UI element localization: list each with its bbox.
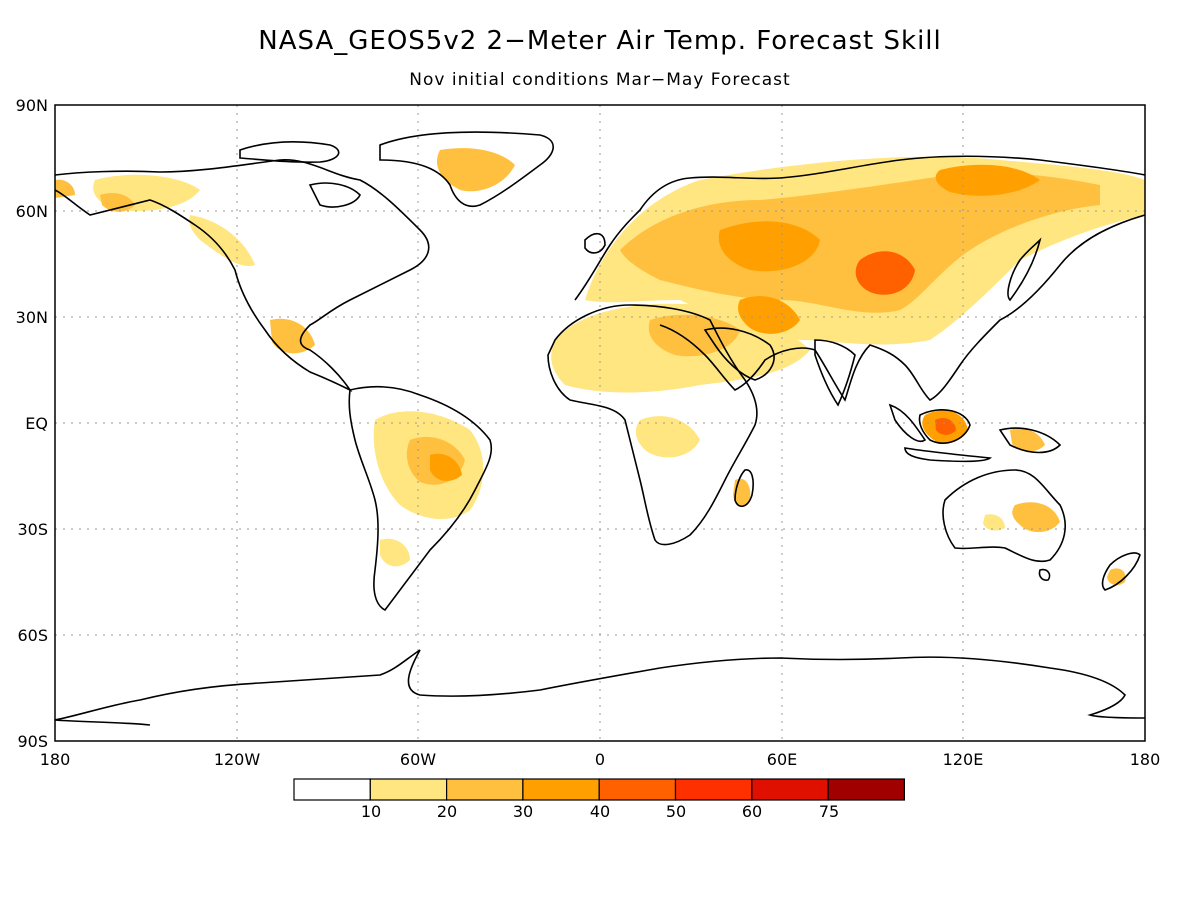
lon-label-120w: 120W <box>213 750 261 769</box>
lat-label-90s: 90S <box>17 732 48 751</box>
lon-label-180e: 180 <box>1129 750 1161 769</box>
colorbar-tick-50: 50 <box>665 802 687 821</box>
lat-label-60n: 60N <box>15 202 48 221</box>
colorbar-box-1 <box>369 778 448 801</box>
colorbar-box-2 <box>446 778 524 801</box>
map-title: NASA_GEOS5v2 2−Meter Air Temp. Forecast … <box>258 26 942 56</box>
map-frame <box>54 104 1146 742</box>
lon-label-120e: 120E <box>942 750 984 769</box>
colorbar-box-6 <box>751 778 829 801</box>
lon-label-180w: 180 <box>39 750 71 769</box>
colorbar-tick-60: 60 <box>741 802 763 821</box>
skill-shading <box>55 148 1145 586</box>
colorbar-tick-40: 40 <box>589 802 611 821</box>
colorbar-tick-30: 30 <box>512 802 534 821</box>
lon-label-60w: 60W <box>399 750 437 769</box>
colorbar-box-3 <box>522 778 600 801</box>
lat-label-60s: 60S <box>17 626 48 645</box>
colorbar-box-4 <box>598 778 677 801</box>
lat-label-30n: 30N <box>15 308 48 327</box>
lon-label-0: 0 <box>594 750 606 769</box>
lat-label-90n: 90N <box>15 96 48 115</box>
colorbar-tick-10: 10 <box>360 802 382 821</box>
coastlines <box>55 131 1145 726</box>
colorbar-tick-75: 75 <box>818 802 840 821</box>
map-subtitle: Nov initial conditions Mar−May Forecast <box>409 70 791 90</box>
lon-label-60e: 60E <box>766 750 798 769</box>
colorbar-box-0 <box>293 778 371 801</box>
colorbar-box-5 <box>674 778 753 801</box>
grid-lines <box>55 105 1145 741</box>
lat-label-eq: EQ <box>25 414 48 433</box>
colorbar <box>293 778 905 801</box>
lat-label-30s: 30S <box>17 520 48 539</box>
colorbar-tick-20: 20 <box>436 802 458 821</box>
colorbar-box-7 <box>827 778 905 801</box>
